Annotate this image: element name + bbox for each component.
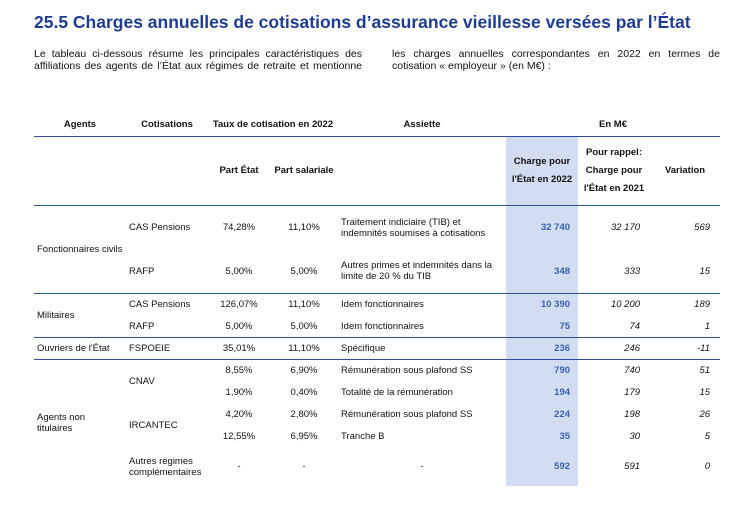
assiette-cell: Idem fonctionnaires [338, 293, 507, 316]
header-cell: Variation [650, 136, 721, 206]
part-salariale-cell: 2,80% [290, 409, 318, 420]
part-salariale-cell: 11,10% [270, 337, 339, 360]
charge-2022-cell: 75 [506, 315, 579, 338]
variation-cell: 189 [650, 293, 721, 316]
variation-cell: 15 [699, 265, 711, 277]
part-etat-cell: 12,55% [222, 431, 256, 442]
cotisation-cell: CAS Pensions [126, 205, 208, 250]
variation-cell: 51 [650, 359, 721, 382]
variation-cell: 0 [704, 461, 711, 472]
charge-2021-cell: 10 200 [578, 293, 651, 316]
cotisation-cell: RAFP [129, 265, 155, 277]
charge-2022-cell: 35 [506, 425, 579, 448]
part-salariale-cell: 5,00% [290, 320, 318, 332]
assiette-cell: Autres primes et indemnités dans la limi… [341, 260, 493, 283]
assiette-cell: Traitement indiciaire (TIB) et indemnité… [338, 205, 507, 250]
table: Agents Cotisations Taux de cotisation en… [34, 112, 721, 486]
part-etat-cell: 4,20% [225, 409, 253, 420]
agents-cell: Fonctionnaires civils [34, 205, 126, 294]
cotisation-cell: RAFP [129, 320, 155, 332]
table-row: RAFP 5,00% 5,00% Idem fonctionnaires 75 74 1 [34, 315, 720, 338]
assiette-cell: Totalité de la rémunération [341, 387, 453, 398]
intro: Le tableau ci-dessous résume les princip… [34, 48, 720, 72]
charge-2021-cell: 740 [578, 359, 651, 382]
part-etat-cell: 1,90% [225, 387, 253, 398]
header-cell: Pour rappel: Charge pour l'État en 2021 [578, 136, 651, 206]
variation-cell: 26 [699, 409, 711, 420]
part-salariale-cell: 11,10% [270, 205, 339, 250]
part-etat-cell: 5,00% [225, 265, 253, 277]
table-row: Agents non titulaires CNAV 8,55% 6,90% Rémun… [34, 359, 721, 486]
variation-cell: -11 [650, 337, 721, 360]
charge-2021-cell: 591 [624, 461, 641, 472]
table-row: 12,55% 6,95% Tranche B 35 30 5 [34, 425, 720, 448]
charge-2022-cell: 194 [506, 381, 579, 404]
part-etat-cell: - [237, 461, 241, 472]
assiette-cell: Rémunération sous plafond SS [341, 409, 473, 420]
cotisation-cell: CAS Pensions [126, 293, 208, 316]
part-salariale-cell: 6,95% [290, 431, 318, 442]
cotisation-cell: Autres régimes complémentaires [129, 455, 202, 478]
header-cell: Part État [208, 136, 270, 206]
table-row: Autres régimes complémentaires - - - 592 591 0 [34, 447, 720, 486]
cotisation-cell: FSPOEIE [126, 337, 208, 360]
header-cell: En M€ [506, 112, 721, 137]
part-salariale-cell: 0,40% [290, 387, 318, 398]
table-row: Ouvriers de l'État FSPOEIE 35,01% 11,10% Spé… [34, 337, 721, 360]
assiette-cell: Spécifique [338, 337, 507, 360]
part-etat-cell: 35,01% [208, 337, 270, 360]
part-salariale-cell: 11,10% [270, 293, 339, 316]
charge-2022-cell: 32 740 [506, 205, 579, 250]
assiette-cell: Tranche B [341, 431, 385, 442]
part-etat-cell: 5,00% [225, 320, 253, 332]
cotisation-cell: CNAV [126, 359, 208, 404]
table-row: RAFP 5,00% 5,00% Autres primes et indemnité… [34, 249, 720, 294]
charge-2022-cell: 348 [506, 249, 579, 294]
charge-2021-cell: 179 [624, 387, 641, 398]
table-row: 1,90% 0,40% Totalité de la rémunération 194… [34, 381, 720, 404]
agents-cell: Ouvriers de l'État [34, 337, 126, 360]
variation-cell: 1 [704, 320, 711, 332]
table-body: Fonctionnaires civils CAS Pensions 74,28% 1… [34, 205, 721, 486]
part-etat-cell: 74,28% [208, 205, 270, 250]
header-cell: Cotisations [126, 112, 208, 137]
part-etat-cell: 8,55% [208, 359, 270, 382]
header-row: Agents Cotisations Taux de cotisation en… [34, 112, 721, 137]
charge-2022-cell: 790 [506, 359, 579, 382]
part-salariale-cell: 6,90% [270, 359, 339, 382]
variation-cell: 569 [650, 205, 721, 250]
variation-cell: 5 [704, 431, 711, 442]
part-etat-cell: 126,07% [208, 293, 270, 316]
header-cell: Taux de cotisation en 2022 [208, 112, 339, 137]
charge-2021-cell: 74 [629, 320, 641, 332]
part-salariale-cell: 5,00% [290, 265, 318, 277]
assiette-cell: - [420, 461, 424, 472]
variation-cell: 15 [699, 387, 711, 398]
charge-2021-cell: 246 [578, 337, 651, 360]
charge-2022-cell: 236 [506, 337, 579, 360]
charge-2022-cell: 224 [506, 403, 579, 426]
part-salariale-cell: - [302, 461, 306, 472]
header-cell: Agents [34, 112, 126, 137]
charge-2021-cell: 32 170 [578, 205, 651, 250]
agents-cell: Agents non titulaires [34, 359, 126, 486]
header-row: Part État Part salariale Charge pour l'É… [34, 136, 721, 206]
table-row: IRCANTEC 4,20% 2,80% Rémunération sous plaf… [34, 403, 720, 431]
assiette-cell: Idem fonctionnaires [341, 320, 424, 332]
charge-2022-cell: 10 390 [506, 293, 579, 316]
charge-2022-cell: 592 [506, 447, 579, 486]
table-row: Militaires CAS Pensions 126,07% 11,10% Idem … [34, 293, 721, 338]
table-row: Fonctionnaires civils CAS Pensions 74,28% 1… [34, 205, 721, 294]
title: 25.5 Charges annuelles de cotisations d’… [34, 12, 691, 32]
header-cell: Part salariale [270, 136, 339, 206]
charge-2021-cell: 198 [624, 409, 641, 420]
charge-2021-cell: 30 [629, 431, 641, 442]
header-cell: Charge pour l'État en 2022 [506, 136, 579, 206]
header-cell: Assiette [338, 112, 507, 137]
cotisation-cell: IRCANTEC [129, 420, 178, 431]
charge-2021-cell: 333 [624, 265, 641, 277]
agents-cell: Militaires [34, 293, 126, 338]
assiette-cell: Rémunération sous plafond SS [338, 359, 507, 382]
